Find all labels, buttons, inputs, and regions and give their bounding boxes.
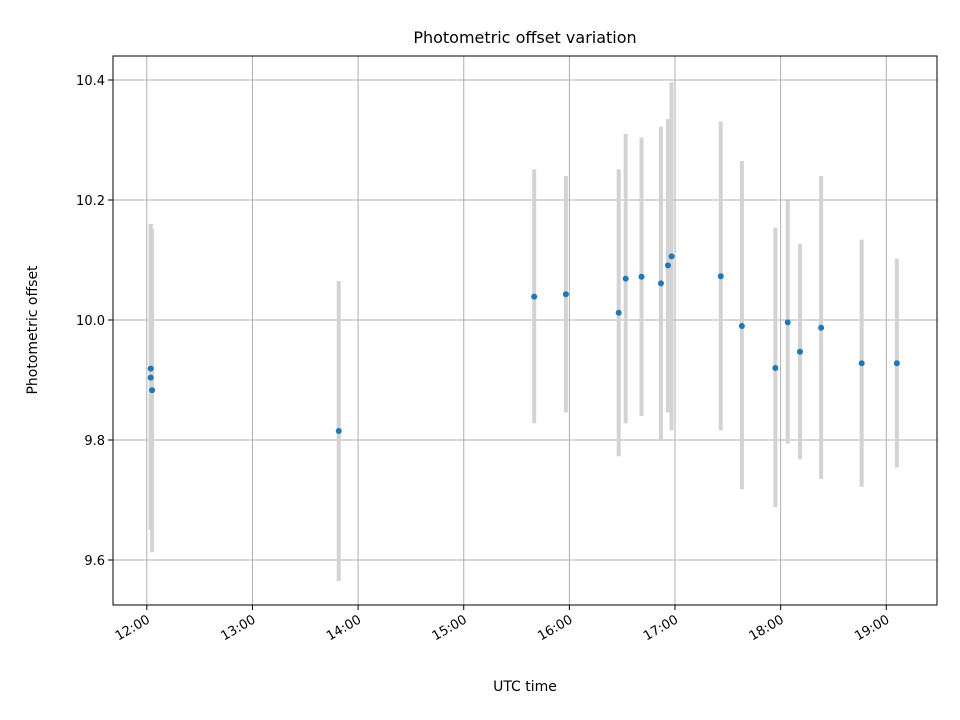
data-point <box>147 365 154 372</box>
ticks: 12:00 13:00 14:00 15:00 16:00 17:00 18:00 19:00… <box>76 74 892 644</box>
x-tick-label: 18:00 <box>747 612 787 644</box>
x-tick-label: 17:00 <box>641 612 681 644</box>
data-point <box>562 291 569 298</box>
y-tick-label: 9.6 <box>84 554 105 569</box>
x-tick-label: 14:00 <box>324 612 364 644</box>
data-point <box>622 275 629 282</box>
grid <box>113 56 937 605</box>
data-point <box>818 324 825 331</box>
y-tick-label: 9.8 <box>84 434 105 449</box>
data-point <box>638 273 645 280</box>
x-axis-label: UTC time <box>493 679 557 695</box>
data-point <box>893 360 900 367</box>
data-point <box>615 309 622 316</box>
data-point <box>664 262 671 269</box>
x-tick-label: 15:00 <box>430 612 470 644</box>
data-point <box>717 273 724 280</box>
data-point <box>772 365 779 371</box>
data-point <box>668 253 675 260</box>
data-point <box>858 360 865 367</box>
plot-area <box>112 55 938 606</box>
data-point <box>784 319 791 326</box>
data-point <box>796 348 803 355</box>
x-tick-label: 16:00 <box>535 612 575 644</box>
data-point <box>149 387 156 394</box>
y-axis-label: Photometric offset <box>25 265 41 395</box>
error-bars <box>148 82 899 581</box>
data-point <box>657 280 664 287</box>
y-tick-label: 10.4 <box>76 74 105 89</box>
y-tick-label: 10.0 <box>76 314 105 329</box>
x-tick-label: 13:00 <box>218 612 258 644</box>
chart-title: Photometric offset variation <box>413 28 636 47</box>
y-tick-label: 10.2 <box>76 194 105 209</box>
data-point <box>147 374 154 381</box>
data-point <box>335 428 342 434</box>
data-points <box>147 253 900 434</box>
data-point <box>738 323 745 329</box>
x-tick-label: 19:00 <box>852 612 892 644</box>
data-point <box>531 293 538 300</box>
x-tick-label: 12:00 <box>113 612 153 644</box>
